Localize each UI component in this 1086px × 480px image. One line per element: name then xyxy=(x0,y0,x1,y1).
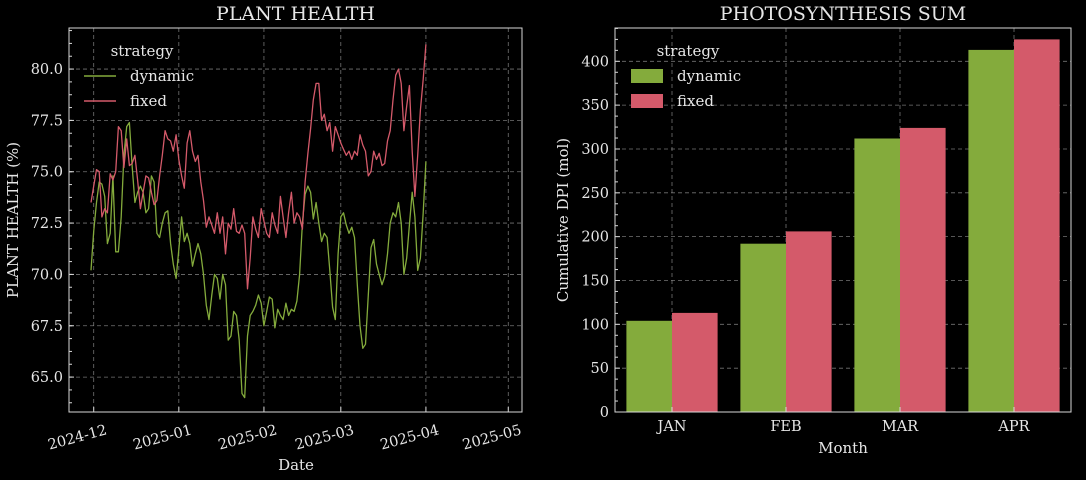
plant-health-gridlines xyxy=(69,28,522,412)
y-tick-label: 75.0 xyxy=(31,165,63,181)
y-tick-label: 77.5 xyxy=(31,113,63,129)
y-tick-label: 70.0 xyxy=(31,267,63,283)
legend-label-dynamic-bar: dynamic xyxy=(677,67,741,85)
y-tick-label: 80.0 xyxy=(31,62,63,78)
x-tick-label: FEB xyxy=(770,419,801,435)
legend-label-dynamic: dynamic xyxy=(130,67,194,85)
bar-fixed-feb xyxy=(786,231,832,412)
photosynthesis-sum-chart: 0 50 100 150 200 250 300 350 400 JAN FEB MAR APR PH… xyxy=(554,3,1072,457)
legend-swatch-dynamic-bar xyxy=(631,69,663,83)
plant-health-y-ticks: 65.0 67.5 70.0 72.5 75.0 77.5 80.0 xyxy=(31,30,74,404)
legend-label-fixed-bar: fixed xyxy=(677,92,714,110)
bar-dynamic-mar xyxy=(854,138,900,412)
x-tick-label: 2025-01 xyxy=(132,422,194,453)
photosynthesis-legend: strategy dynamic fixed xyxy=(631,42,741,110)
y-tick-label: 65.0 xyxy=(31,370,63,386)
legend-swatch-fixed-bar xyxy=(631,94,663,108)
legend-label-fixed: fixed xyxy=(130,92,167,110)
plant-health-y-label: PLANT HEALTH (%) xyxy=(4,142,22,298)
plant-health-x-ticks: 2024-12 2025-01 2025-02 2025-03 2025-04 2025-… xyxy=(46,407,523,453)
series-line-fixed xyxy=(90,44,427,290)
bar-dynamic-jan xyxy=(626,320,672,412)
y-tick-label: 400 xyxy=(581,54,609,70)
photosynthesis-title: PHOTOSYNTHESIS SUM xyxy=(720,3,967,25)
x-tick-label: APR xyxy=(997,419,1030,435)
bar-fixed-jan xyxy=(672,312,718,412)
y-tick-label: 250 xyxy=(581,186,609,202)
plant-health-legend: strategy dynamic fixed xyxy=(84,42,194,110)
photosynthesis-bars xyxy=(626,39,1060,413)
y-tick-label: 50 xyxy=(591,361,609,377)
x-tick-label: 2025-03 xyxy=(293,422,355,453)
bar-fixed-mar xyxy=(900,127,946,413)
plant-health-lines xyxy=(90,44,427,399)
y-tick-label: 0 xyxy=(600,405,609,421)
series-line-dynamic xyxy=(90,121,427,399)
photosynthesis-x-ticks: JAN FEB MAR APR xyxy=(656,407,1031,435)
plant-health-x-label: Date xyxy=(278,456,314,474)
x-tick-label: 2025-05 xyxy=(461,422,523,453)
photosynthesis-y-label: Cumulative DPI (mol) xyxy=(554,138,572,302)
x-tick-label: MAR xyxy=(882,419,919,435)
plant-health-title: PLANT HEALTH xyxy=(216,3,375,25)
photosynthesis-legend-title: strategy xyxy=(657,42,720,60)
x-tick-label: 2025-04 xyxy=(379,422,441,453)
plant-health-legend-title: strategy xyxy=(111,42,174,60)
x-tick-label: 2025-02 xyxy=(217,422,279,453)
x-tick-label: JAN xyxy=(656,419,687,435)
y-tick-label: 67.5 xyxy=(31,319,63,335)
y-tick-label: 350 xyxy=(581,98,609,114)
y-tick-label: 72.5 xyxy=(31,216,63,232)
photosynthesis-y-ticks: 0 50 100 150 200 250 300 350 400 xyxy=(581,27,620,421)
photosynthesis-x-label: Month xyxy=(818,439,868,457)
x-tick-label: 2024-12 xyxy=(46,422,108,453)
plant-health-plot-frame xyxy=(68,27,523,413)
bar-fixed-apr xyxy=(1014,39,1060,413)
photosynthesis-plot-frame xyxy=(614,27,1072,413)
bar-dynamic-feb xyxy=(740,243,786,412)
y-tick-label: 300 xyxy=(581,142,609,158)
y-tick-label: 200 xyxy=(581,230,609,246)
plant-health-chart: 65.0 67.5 70.0 72.5 75.0 77.5 80.0 2024-12 2025… xyxy=(4,3,523,474)
y-tick-label: 100 xyxy=(581,317,609,333)
bar-dynamic-apr xyxy=(968,49,1014,413)
y-tick-label: 150 xyxy=(581,273,609,289)
